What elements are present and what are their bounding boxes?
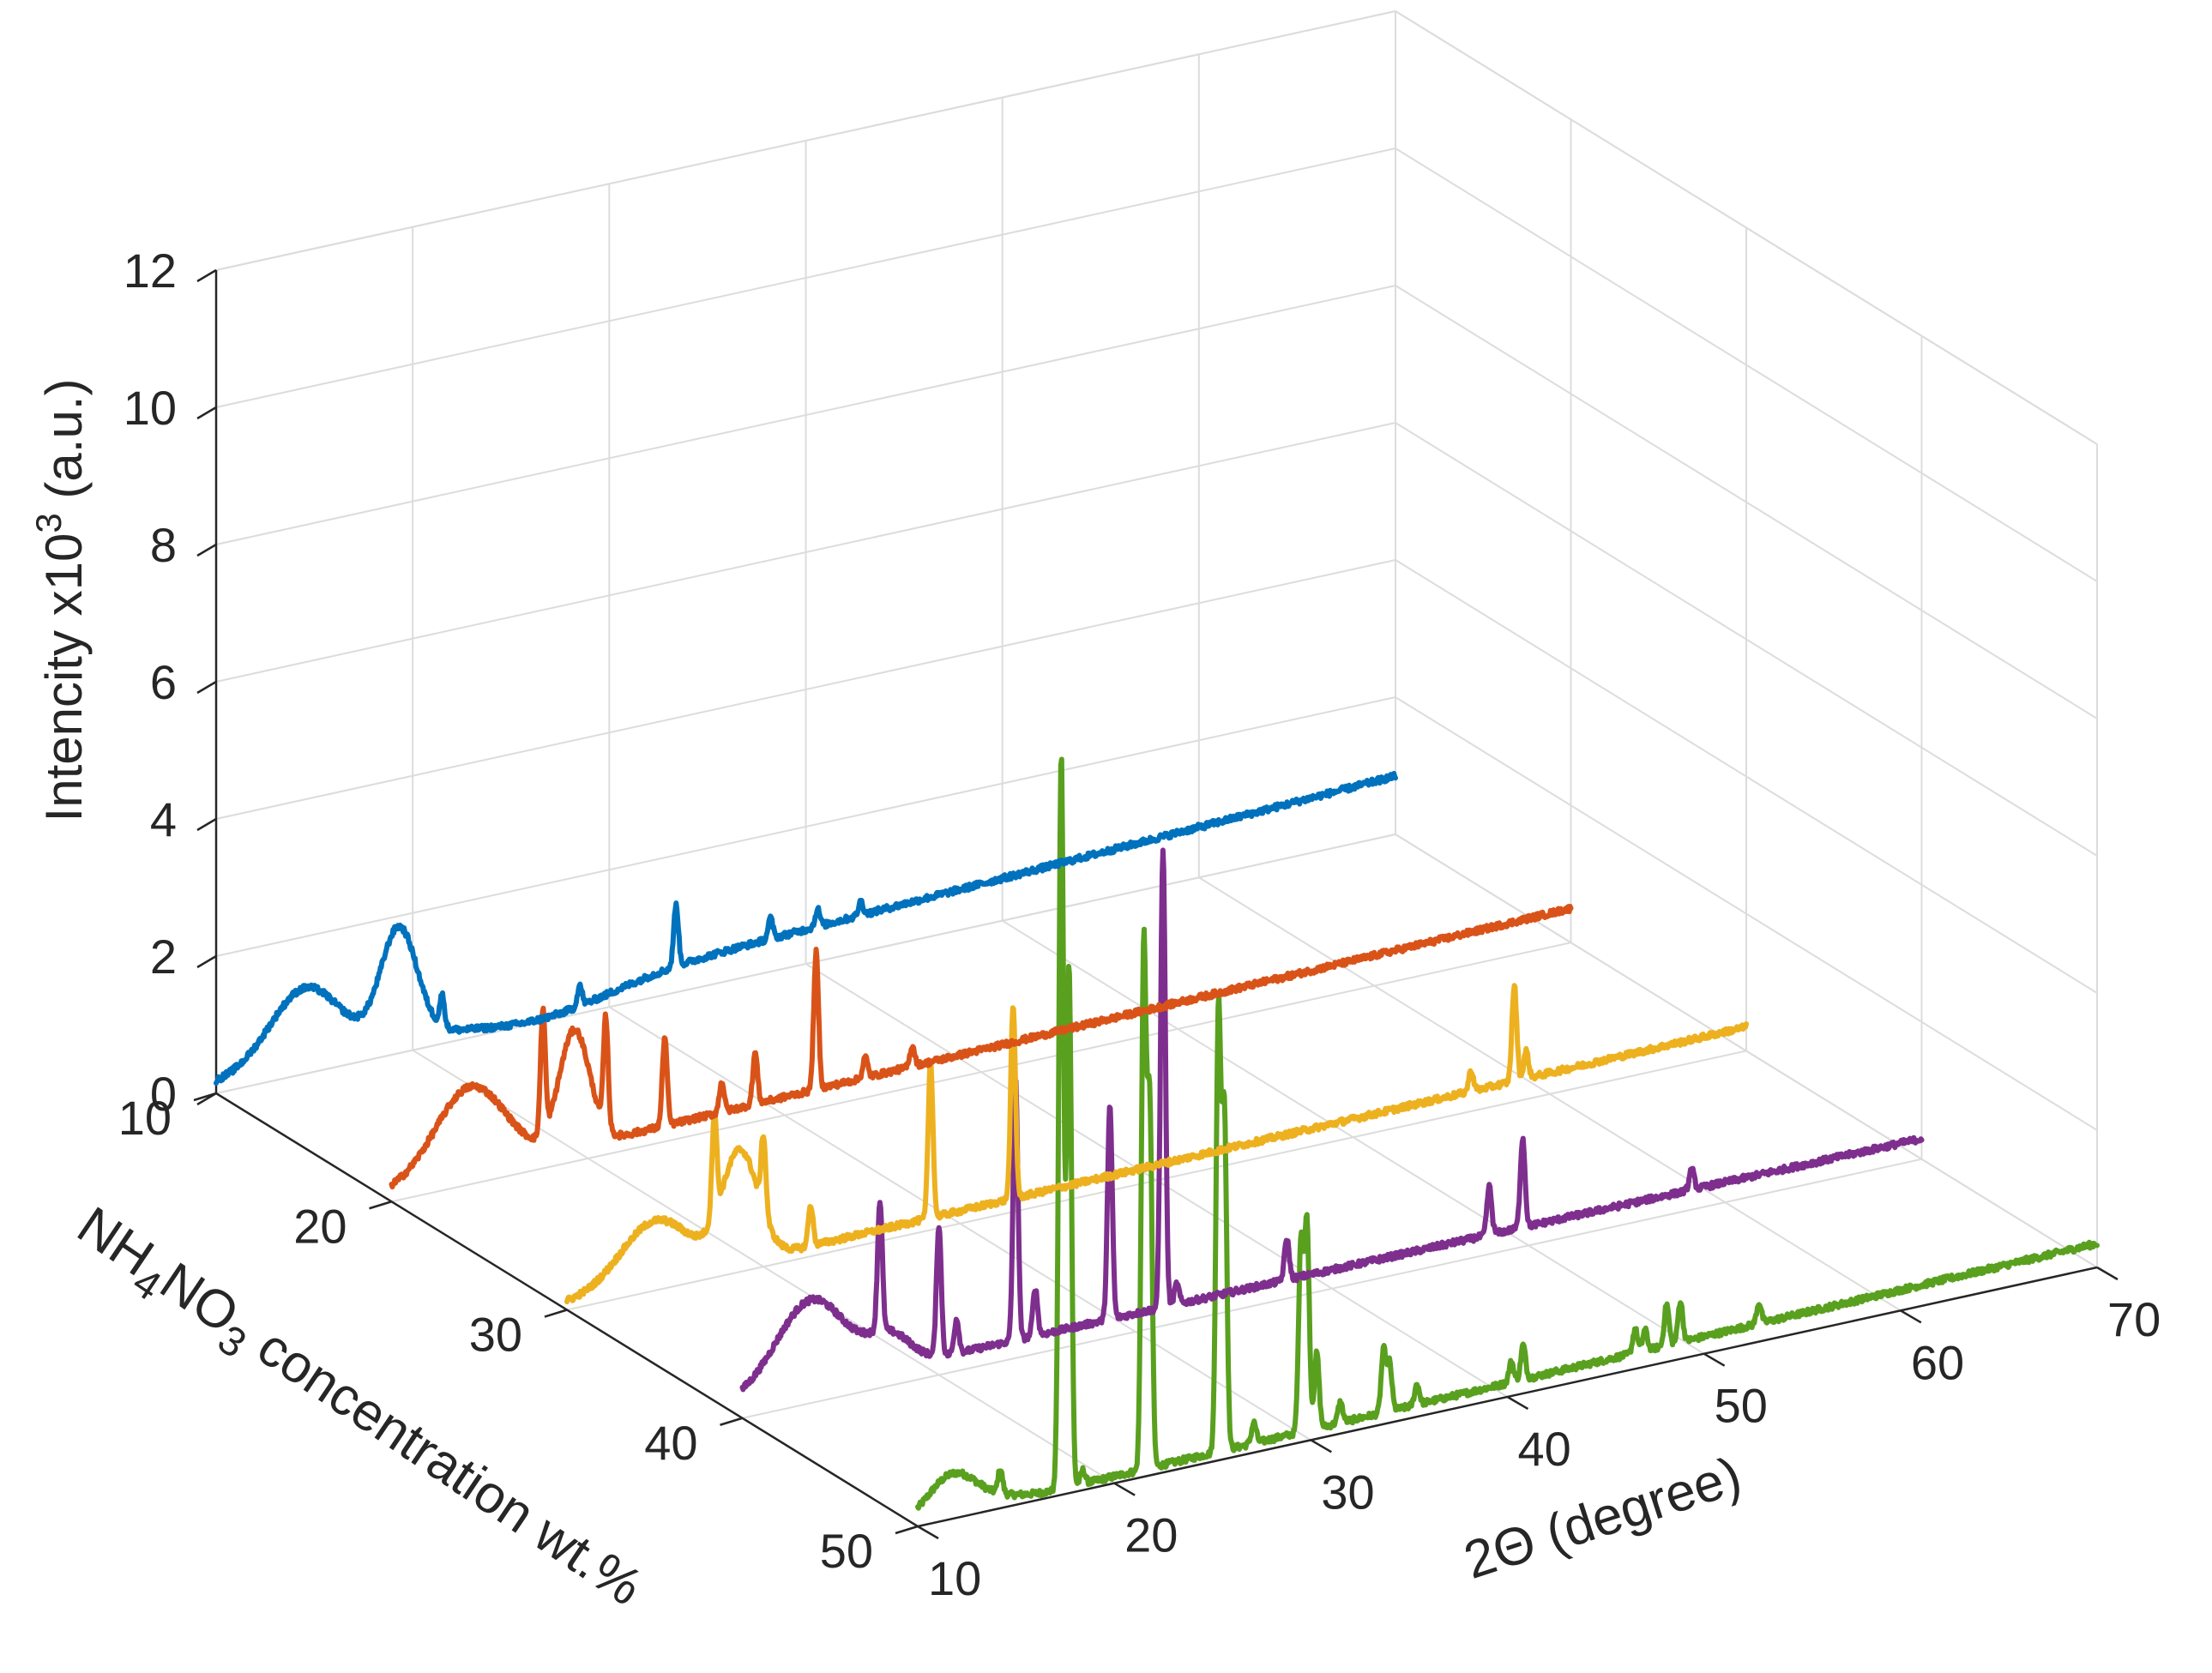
box-edge [1395, 10, 2098, 445]
series-line [389, 904, 1574, 1190]
y-tick [720, 1417, 743, 1426]
y-tick [193, 1092, 217, 1102]
series-layer [214, 756, 2100, 1511]
x-tick-label: 70 [2107, 1292, 2161, 1346]
series-line [564, 983, 1749, 1305]
y-tick [369, 1201, 392, 1210]
y-tick-label: 50 [820, 1524, 873, 1578]
grid-line-y-floor [215, 833, 1396, 1094]
z-tick-label: 6 [150, 655, 177, 709]
grid-line-z-side [1395, 285, 2098, 719]
grid-line-z-side [1395, 696, 2098, 1131]
grid-line-z-back [215, 285, 1396, 545]
grid-line-z-side [1395, 422, 2098, 857]
z-tick-label: 10 [124, 381, 177, 435]
x-axis-label: 2Θ (degree) [1457, 1446, 1748, 1591]
y-tick-label: 20 [293, 1199, 347, 1253]
tick-label-layer: 0 2 4 6 8 10 12 10 20 30 40 50 10 20 30 40 50 60 70 [118, 244, 2161, 1605]
z-axis-label: Intencity x103 (a.u.) [28, 379, 93, 822]
z-tick [196, 543, 217, 557]
series-line [214, 771, 1398, 1086]
x-tick-label: 10 [928, 1551, 981, 1605]
box-edge [215, 10, 1396, 271]
z-tick-label: 0 [150, 1067, 177, 1121]
z-tick-label: 2 [150, 930, 177, 984]
series-line [915, 756, 2100, 1511]
z-tick [196, 406, 217, 420]
grid-line-z-back [215, 147, 1396, 408]
grid-line-y-floor [742, 1158, 1922, 1419]
z-tick-label: 12 [124, 244, 177, 298]
grid-line-z-back [215, 559, 1396, 820]
z-tick-label: 8 [150, 518, 177, 572]
z-tick [196, 817, 217, 832]
grid-line-z-side [1395, 559, 2098, 994]
x-tick [1506, 1395, 1529, 1411]
axis-layer [193, 268, 2119, 1540]
grid-line-y-floor [391, 942, 1571, 1203]
x-tick [2096, 1266, 2119, 1281]
z-tick [196, 954, 217, 969]
x-tick [1703, 1352, 1726, 1367]
y-axis-label: NH4NO3 concentration wt.% [61, 1195, 653, 1626]
grid-line-z-back [215, 422, 1396, 683]
x-tick-label: 30 [1321, 1465, 1374, 1519]
x-tick [917, 1525, 939, 1540]
y-tick [895, 1525, 919, 1535]
x-tick-label: 60 [1911, 1335, 1964, 1389]
grid-line-z-side [1395, 147, 2098, 582]
x-tick [1310, 1439, 1332, 1453]
x-tick [1900, 1309, 1922, 1324]
x-tick-label: 20 [1124, 1508, 1178, 1562]
x-tick-label: 40 [1518, 1422, 1571, 1476]
y-tick-label: 40 [644, 1416, 697, 1470]
x-tick [1113, 1482, 1136, 1496]
z-tick [196, 680, 217, 695]
z-tick-label: 4 [150, 792, 177, 846]
x-tick-label: 50 [1715, 1379, 1768, 1433]
grid-line-z-back [215, 696, 1396, 957]
y-tick-label: 10 [118, 1091, 172, 1145]
y-tick [544, 1309, 568, 1318]
y-tick-label: 30 [469, 1308, 522, 1362]
z-tick [196, 268, 217, 283]
series-line [739, 847, 1925, 1393]
